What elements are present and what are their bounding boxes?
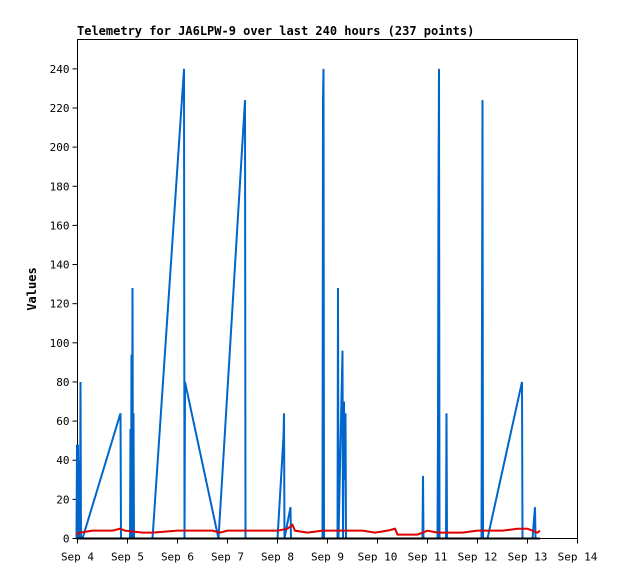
x-tick-label: Sep 7: [211, 551, 244, 564]
y-tick-label: 60: [56, 415, 69, 428]
y-axis-title: Values: [25, 267, 39, 310]
y-tick-label: 220: [50, 102, 70, 115]
x-tick-label: Sep 8: [261, 551, 294, 564]
x-tick-label: Sep 4: [61, 551, 94, 564]
y-tick-label: 140: [50, 259, 70, 272]
y-tick-label: 20: [56, 493, 69, 506]
x-tick-label: Sep 13: [508, 551, 548, 564]
y-tick-label: 200: [50, 141, 70, 154]
series-line-1: [75, 68, 537, 540]
x-axis: Sep 4 Sep 5 Sep 6 Sep 7 Sep 8 Sep 9 Sep 10 Sep …: [61, 538, 598, 564]
plot-frame: [77, 39, 578, 539]
y-tick-label: 120: [50, 298, 70, 311]
y-tick-label: 160: [50, 219, 70, 232]
x-tick-label: Sep 11: [408, 551, 448, 564]
y-tick-label: 0: [63, 533, 70, 546]
x-tick-label: Sep 12: [458, 551, 498, 564]
chart-title: Telemetry for JA6LPW-9 over last 240 hou…: [77, 24, 474, 38]
x-tick-label: Sep 5: [111, 551, 144, 564]
y-tick-label: 180: [50, 180, 70, 193]
y-tick-label: 80: [56, 376, 69, 389]
x-tick-label: Sep 6: [161, 551, 194, 564]
y-tick-label: 40: [56, 454, 69, 467]
x-tick-label: Sep 10: [358, 551, 398, 564]
y-axis: 0 20 40 60 80 100 120 140 160 180 200 220 240: [50, 63, 78, 546]
x-tick-label: Sep 14: [558, 551, 598, 564]
y-tick-label: 100: [50, 337, 70, 350]
series-line-2: [76, 523, 541, 536]
y-tick-label: 240: [50, 63, 70, 76]
x-tick-label: Sep 9: [311, 551, 344, 564]
series-layer: [75, 68, 541, 540]
